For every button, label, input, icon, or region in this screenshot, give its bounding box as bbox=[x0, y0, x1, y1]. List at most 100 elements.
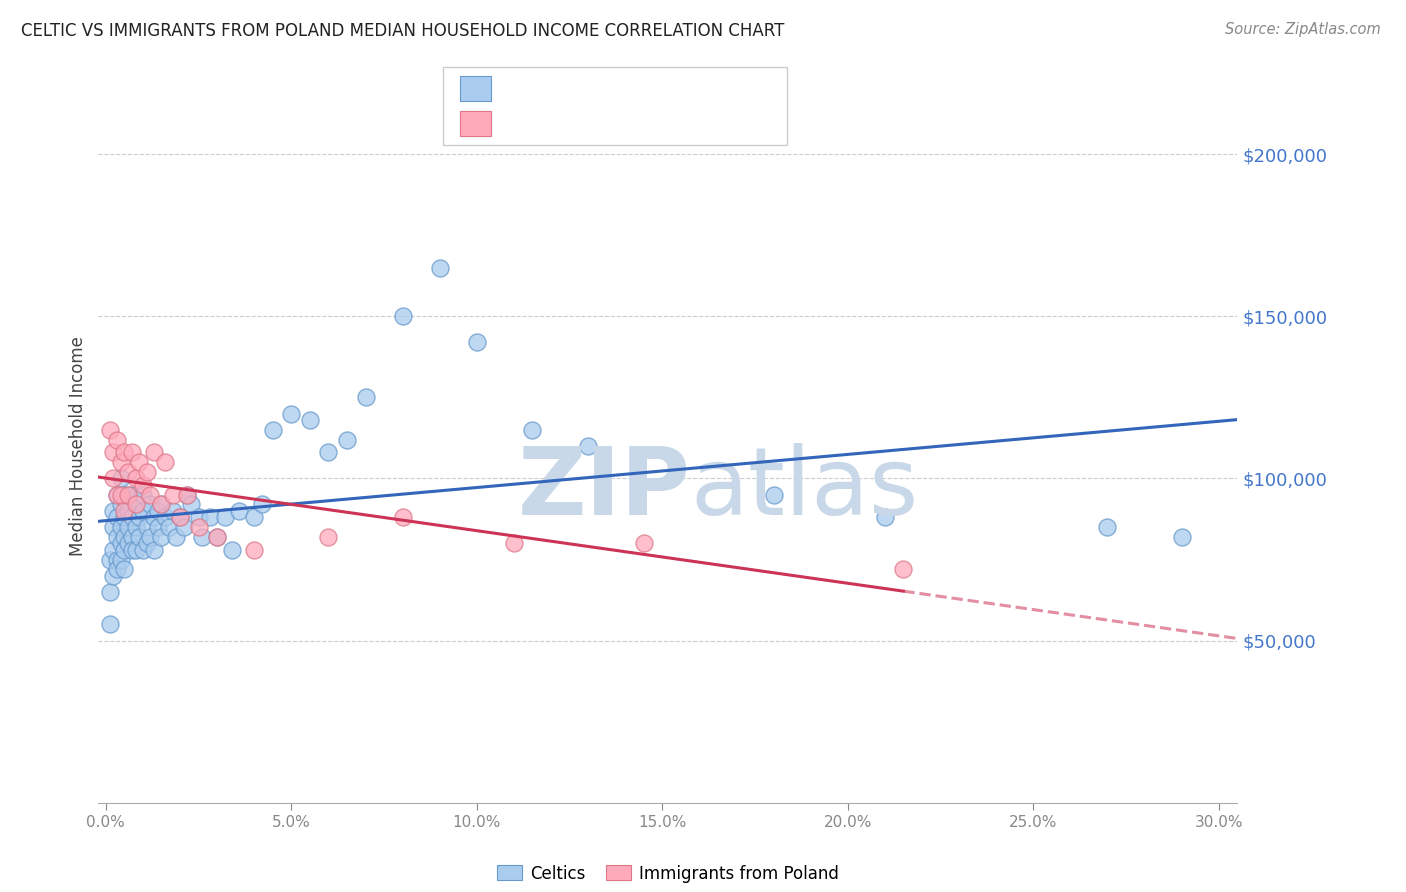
Point bbox=[124, 471, 146, 485]
Point bbox=[128, 510, 150, 524]
Point bbox=[112, 445, 135, 459]
Point bbox=[214, 510, 236, 524]
Point bbox=[105, 562, 128, 576]
Point bbox=[103, 520, 125, 534]
Point bbox=[205, 530, 228, 544]
Point bbox=[318, 445, 340, 459]
Point bbox=[162, 488, 184, 502]
Point bbox=[191, 530, 214, 544]
Point bbox=[143, 445, 166, 459]
Point bbox=[762, 488, 785, 502]
Point bbox=[98, 617, 121, 632]
Point bbox=[124, 497, 146, 511]
Point bbox=[121, 445, 143, 459]
Point bbox=[98, 423, 121, 437]
Point bbox=[135, 465, 157, 479]
Point bbox=[103, 504, 125, 518]
Point bbox=[112, 530, 135, 544]
Point bbox=[128, 530, 150, 544]
Point bbox=[110, 488, 132, 502]
Point bbox=[1097, 520, 1119, 534]
Point bbox=[150, 530, 173, 544]
Point bbox=[391, 310, 413, 324]
Point bbox=[112, 542, 135, 557]
Point bbox=[117, 504, 139, 518]
Point bbox=[429, 260, 451, 275]
Point bbox=[110, 520, 132, 534]
Point bbox=[169, 510, 191, 524]
Point bbox=[121, 488, 143, 502]
Text: 0.090: 0.090 bbox=[546, 78, 600, 98]
Point bbox=[318, 530, 340, 544]
Point bbox=[110, 471, 132, 485]
Text: ZIP: ZIP bbox=[517, 442, 690, 535]
Point bbox=[243, 542, 266, 557]
Point bbox=[139, 488, 162, 502]
Point bbox=[117, 488, 139, 502]
Point bbox=[98, 585, 121, 599]
Point bbox=[250, 497, 273, 511]
Point bbox=[121, 510, 143, 524]
Legend: Celtics, Immigrants from Poland: Celtics, Immigrants from Poland bbox=[496, 864, 839, 883]
Point bbox=[132, 504, 155, 518]
Point bbox=[893, 562, 915, 576]
Point bbox=[112, 504, 135, 518]
Point bbox=[128, 455, 150, 469]
Point bbox=[873, 510, 896, 524]
Point bbox=[132, 478, 155, 492]
Point bbox=[187, 510, 209, 524]
Point bbox=[117, 465, 139, 479]
Point bbox=[157, 520, 180, 534]
Point bbox=[176, 488, 198, 502]
Point bbox=[176, 488, 198, 502]
Point bbox=[146, 520, 169, 534]
Point bbox=[105, 488, 128, 502]
Point bbox=[135, 520, 157, 534]
Point bbox=[132, 542, 155, 557]
Text: CELTIC VS IMMIGRANTS FROM POLAND MEDIAN HOUSEHOLD INCOME CORRELATION CHART: CELTIC VS IMMIGRANTS FROM POLAND MEDIAN … bbox=[21, 22, 785, 40]
Text: R =: R = bbox=[502, 113, 544, 133]
Point bbox=[112, 488, 135, 502]
Point bbox=[162, 504, 184, 518]
Point bbox=[298, 413, 321, 427]
Point bbox=[139, 530, 162, 544]
Point bbox=[117, 536, 139, 550]
Point bbox=[103, 471, 125, 485]
Point bbox=[465, 335, 488, 350]
Point bbox=[280, 407, 302, 421]
Point bbox=[105, 510, 128, 524]
Point bbox=[187, 520, 209, 534]
Point bbox=[124, 497, 146, 511]
Text: Source: ZipAtlas.com: Source: ZipAtlas.com bbox=[1225, 22, 1381, 37]
Point bbox=[336, 433, 359, 447]
Point bbox=[105, 552, 128, 566]
Point bbox=[143, 542, 166, 557]
Point bbox=[576, 439, 599, 453]
Point bbox=[153, 510, 176, 524]
Point bbox=[135, 536, 157, 550]
Point bbox=[105, 530, 128, 544]
Point bbox=[110, 552, 132, 566]
Point bbox=[110, 536, 132, 550]
Point bbox=[153, 455, 176, 469]
Point bbox=[391, 510, 413, 524]
Point bbox=[169, 510, 191, 524]
Point bbox=[124, 542, 146, 557]
Point bbox=[117, 488, 139, 502]
Point bbox=[522, 423, 544, 437]
Point bbox=[503, 536, 526, 550]
Point bbox=[110, 455, 132, 469]
Point bbox=[110, 497, 132, 511]
Y-axis label: Median Household Income: Median Household Income bbox=[69, 336, 87, 556]
Point bbox=[103, 445, 125, 459]
Point bbox=[180, 497, 202, 511]
Point bbox=[112, 510, 135, 524]
Text: 32: 32 bbox=[651, 113, 676, 133]
Text: atlas: atlas bbox=[690, 442, 920, 535]
Point bbox=[112, 562, 135, 576]
Point bbox=[105, 488, 128, 502]
Point bbox=[143, 510, 166, 524]
Point bbox=[633, 536, 655, 550]
Point bbox=[121, 542, 143, 557]
Point bbox=[124, 520, 146, 534]
